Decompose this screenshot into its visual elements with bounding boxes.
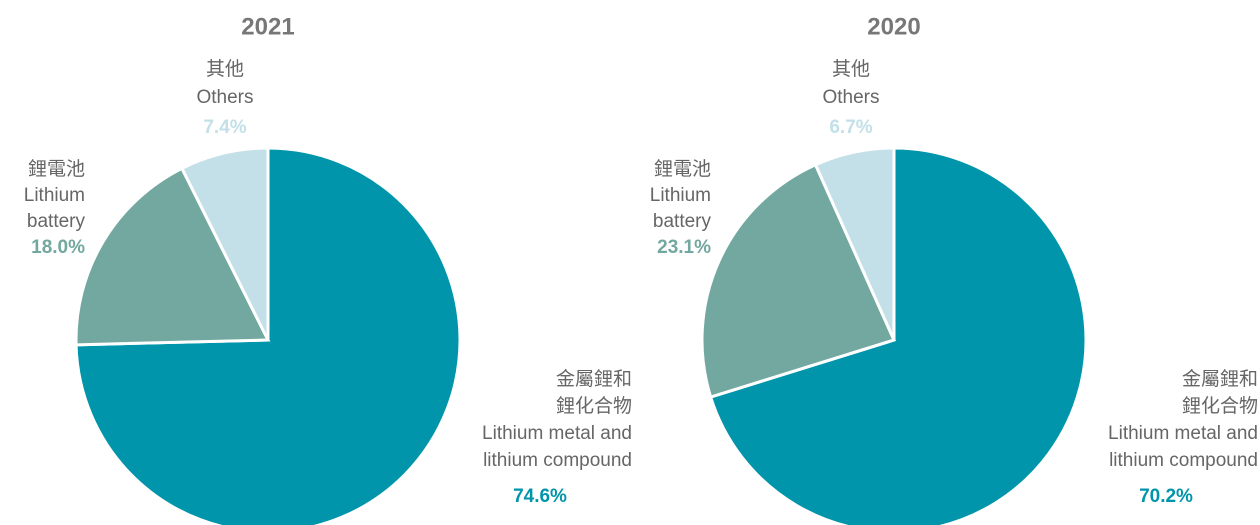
- slice-label: battery: [27, 211, 86, 232]
- slice-label: Lithium metal and: [1108, 423, 1258, 444]
- pie-slice: [179, 146, 270, 341]
- slice-label: 金屬鋰和: [556, 368, 632, 390]
- slice-label: 鋰電池: [654, 158, 711, 180]
- slice-label: 金屬鋰和: [1182, 368, 1258, 390]
- slice-label: Others: [822, 87, 879, 108]
- slice-label: lithium compound: [483, 450, 632, 471]
- slice-label: 鋰電池: [28, 158, 85, 180]
- slice-label: Lithium: [650, 185, 711, 206]
- value-label: 74.6%: [513, 486, 567, 507]
- value-label: 7.4%: [203, 117, 246, 138]
- slice-label: 鋰化合物: [1182, 395, 1258, 417]
- pie-slice: [708, 146, 1088, 525]
- value-label: 6.7%: [829, 117, 872, 138]
- chart-title: 2021: [241, 13, 294, 40]
- slice-label: Others: [196, 87, 253, 108]
- slice-label: lithium compound: [1109, 450, 1258, 471]
- value-label: 23.1%: [657, 237, 711, 258]
- slice-label: 其他: [206, 58, 244, 80]
- slice-label: 其他: [832, 58, 870, 80]
- slice-label: Lithium metal and: [482, 423, 632, 444]
- pie-slice: [813, 146, 896, 341]
- value-label: 70.2%: [1139, 486, 1193, 507]
- pie-slice: [700, 162, 897, 399]
- chart-title: 2020: [867, 13, 920, 40]
- slice-label: Lithium: [24, 185, 85, 206]
- slice-label: battery: [653, 211, 712, 232]
- slice-label: 鋰化合物: [556, 395, 632, 417]
- pie-slice: [74, 166, 271, 347]
- value-label: 18.0%: [31, 237, 85, 258]
